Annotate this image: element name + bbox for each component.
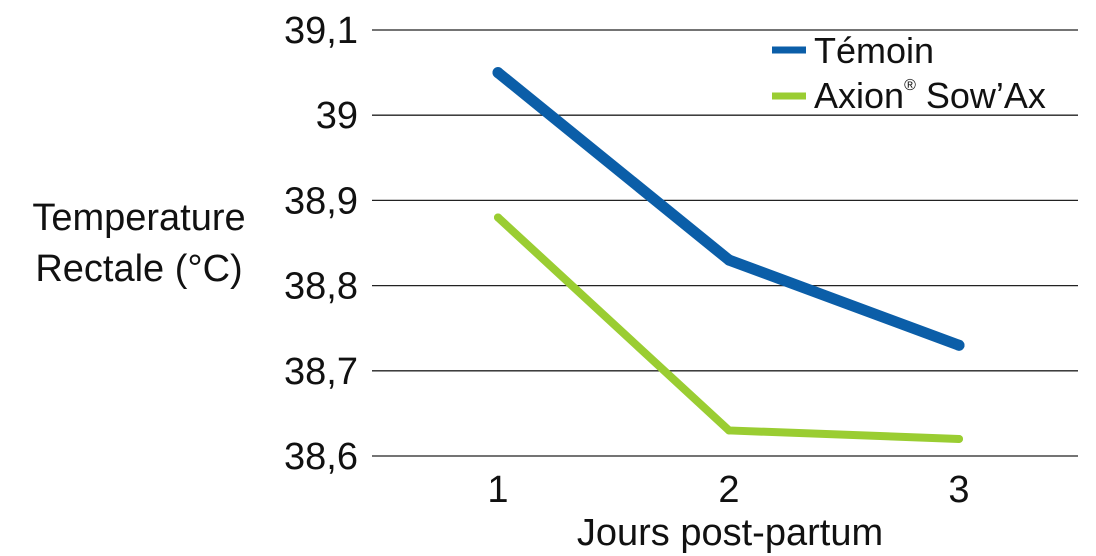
- y-tick-label: 38,6: [284, 436, 358, 478]
- grid-lines: [372, 29, 1078, 457]
- series-lines: [492, 67, 965, 443]
- data-point-t-moin-1: [492, 67, 504, 79]
- data-point-t-moin-3: [953, 339, 965, 351]
- data-point-axion-1: [494, 213, 502, 222]
- y-tick-label: 39: [316, 95, 358, 137]
- legend-label-axion-name: Axion: [814, 75, 904, 116]
- y-axis-title-line-2: Rectale (°C): [35, 248, 242, 290]
- y-tick-label: 38,9: [284, 180, 358, 222]
- legend-label-temoin: Témoin: [814, 30, 934, 71]
- y-axis-title-line-1: Temperature: [32, 197, 245, 239]
- x-axis-title: Jours post-partum: [577, 512, 883, 554]
- x-tick-label: 1: [487, 469, 508, 511]
- data-point-t-moin-2: [723, 254, 735, 266]
- legend: Témoin Axion® Sow’Ax: [772, 30, 1046, 116]
- data-point-axion-3: [955, 434, 963, 443]
- legend-label-axion: Axion® Sow’Ax: [814, 75, 1046, 116]
- y-tick-label: 39,1: [284, 10, 358, 52]
- x-tick-label: 3: [948, 469, 969, 511]
- data-point-axion-2: [725, 426, 733, 435]
- series-line-axion: [494, 213, 963, 443]
- y-tick-labels: 38,6 38,7 38,8 38,9 39 39,1: [284, 10, 358, 478]
- y-tick-label: 38,8: [284, 266, 358, 308]
- legend-registered-mark: ®: [904, 77, 916, 94]
- legend-label-axion-suffix: Sow’Ax: [916, 75, 1046, 116]
- x-tick-label: 2: [718, 469, 739, 511]
- x-tick-labels: 1 2 3: [487, 469, 969, 511]
- y-tick-label: 38,7: [284, 351, 358, 393]
